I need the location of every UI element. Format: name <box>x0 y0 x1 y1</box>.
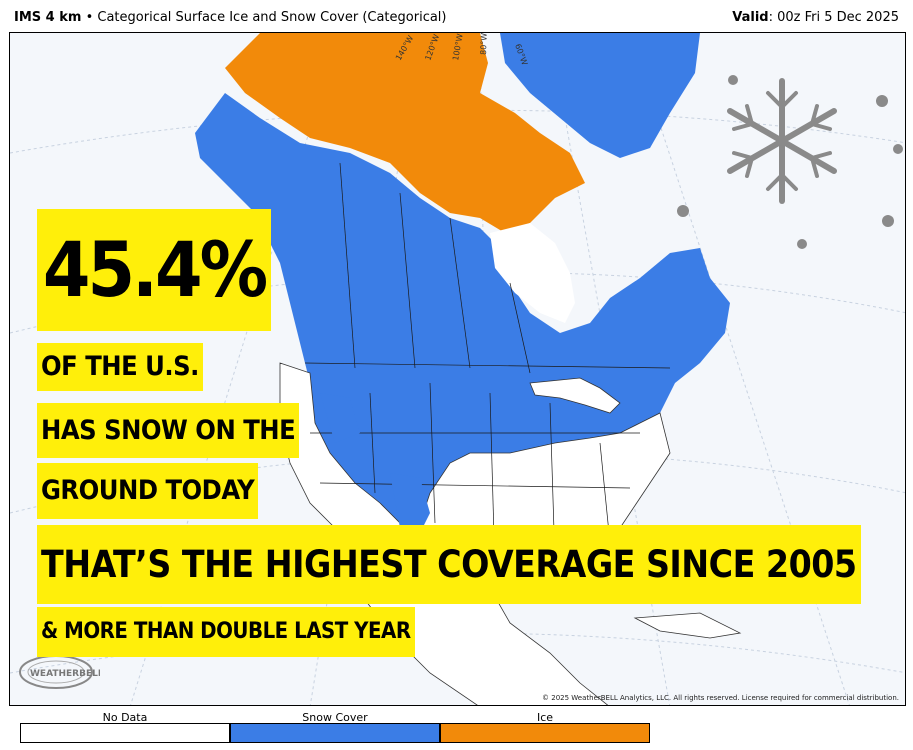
product-name: IMS 4 km <box>14 10 82 25</box>
great-lakes <box>529 377 621 414</box>
caption-line-2: HAS SNOW ON THE <box>37 403 300 458</box>
caribbean-islands <box>633 612 742 639</box>
caption-line-4: THAT’S THE HIGHEST COVERAGE SINCE 2005 <box>37 525 861 604</box>
snow-cover-map: 140°W 120°W 100°W 80°W 60°W WEATHERBELL … <box>9 32 906 706</box>
valid-value: : 00z Fri 5 Dec 2025 <box>768 10 899 25</box>
legend-label-ice: Ice <box>536 711 554 724</box>
snow-dots <box>677 75 903 249</box>
map-canvas: 140°W 120°W 100°W 80°W 60°W <box>10 33 905 705</box>
title-bullet: • <box>85 10 94 25</box>
greenland-snow <box>500 33 700 158</box>
caption-line-5: & MORE THAN DOUBLE LAST YEAR <box>37 607 415 657</box>
legend-label-no-data: No Data <box>102 711 148 724</box>
snowflake-icon <box>727 78 837 204</box>
lon-label: 80°W <box>479 33 489 55</box>
svg-text:WEATHERBELL: WEATHERBELL <box>30 669 100 679</box>
legend-swatch-no-data <box>20 723 230 743</box>
political-borders <box>304 162 671 574</box>
legend-swatch-snow <box>230 723 440 743</box>
caption-line-1: OF THE U.S. <box>37 343 203 391</box>
map-legend: No Data Snow Cover Ice <box>0 708 913 750</box>
map-header: IMS 4 km • Categorical Surface Ice and S… <box>0 0 913 32</box>
valid-time: Valid: 00z Fri 5 Dec 2025 <box>732 10 899 25</box>
caption-line-3: GROUND TODAY <box>37 463 259 519</box>
product-title: Categorical Surface Ice and Snow Cover (… <box>97 10 447 25</box>
legend-swatch-ice <box>440 723 650 743</box>
valid-label: Valid <box>732 10 769 25</box>
map-title: IMS 4 km • Categorical Surface Ice and S… <box>14 10 447 25</box>
legend-label-snow: Snow Cover <box>302 711 368 724</box>
copyright-notice: © 2025 WeatherBELL Analytics, LLC. All r… <box>542 694 899 702</box>
snow-percent-headline: 45.4% <box>37 209 271 331</box>
arctic-ice <box>225 33 585 233</box>
hudson-bay <box>490 223 575 323</box>
